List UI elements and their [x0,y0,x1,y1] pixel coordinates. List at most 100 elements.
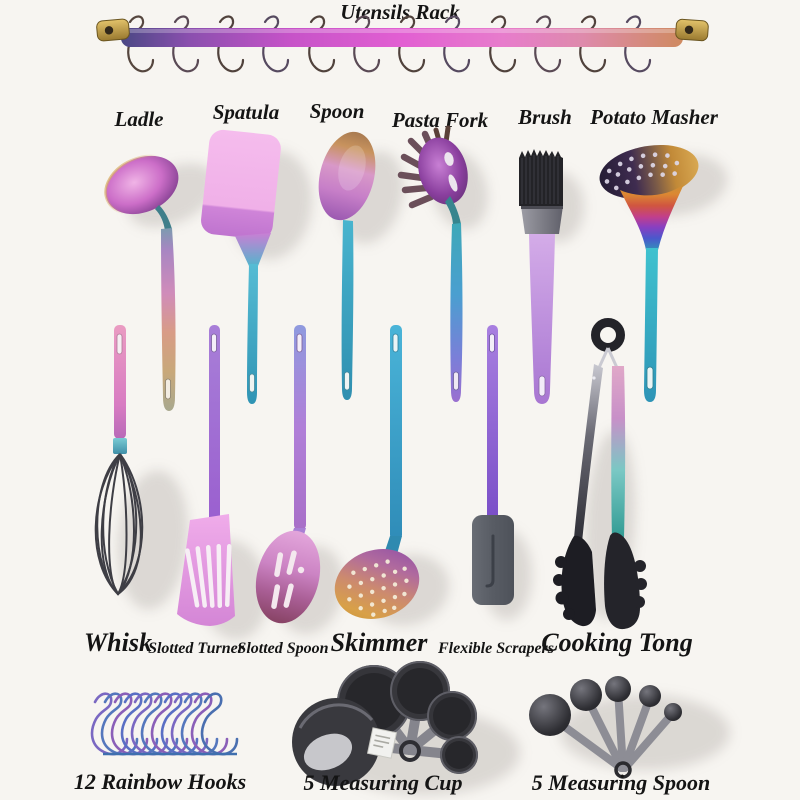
rack-bar-highlight [121,29,683,33]
potato-masher-hang-slot [646,366,654,390]
potato-masher-image [599,144,699,402]
cup-ring [399,740,421,762]
brush-ferrule-band [521,206,563,209]
pasta-fork-hole [444,152,454,166]
rack-bracket-right [675,18,709,42]
label-cooking-tong: Cooking Tong [541,628,693,657]
whisk-hang-slot [116,333,123,355]
slotted-turner-handle [209,325,220,525]
label-measuring-cup: 5 Measuring Cup [303,770,463,795]
label-rainbow-hooks: 12 Rainbow Hooks [73,769,247,794]
measuring-spoon-bowl [570,679,602,711]
spatula-handle [247,264,258,404]
slotted-spoon-image [255,325,321,624]
ladle-neck [155,205,172,231]
skimmer-holes [347,559,409,617]
scraper-handle [487,325,498,520]
measuring-spoon-bowl [529,694,571,736]
potato-masher-funnel [620,184,684,250]
spatula-neck [235,233,271,266]
spoon-ring [614,761,632,779]
cup-1 [292,698,380,786]
pasta-fork-hang-slot [453,371,459,391]
tong-tip-right [604,532,647,630]
cooking-tong-image [553,318,647,630]
spoon-image [318,131,376,400]
tong-hanging-ring [591,318,625,352]
spatula-image [201,129,281,404]
rack-bracket-left [96,18,130,42]
whisk-wires [94,453,144,596]
whisk-image [94,325,144,596]
cup-tag [366,727,398,759]
label-slotted-spoon: Slotted Spoon [237,640,329,657]
measuring-spoon-bowl [605,676,631,702]
spatula-hang-slot [249,373,255,393]
measuring-spoon-bowl [639,685,661,707]
hooks-cluster [90,692,239,756]
label-spatula: Spatula [212,100,280,124]
label-flexible-scrapers: Flexible Scrapers [438,640,554,657]
skimmer-image [334,325,420,619]
skimmer-bowl [334,549,420,619]
pasta-fork-neck [445,196,461,226]
slotted-spoon-handle [294,325,306,530]
ladle-bowl [105,155,179,215]
label-measuring-spoon: 5 Measuring Spoon [531,770,711,795]
label-slotted-turner: Slotted Turner [148,640,244,657]
skimmer-hang-slot [392,333,399,353]
brush-bristle-lines [521,155,559,204]
measuring-spoons-image [529,676,682,779]
slotted-spoon-hang-slot [296,333,303,353]
potato-masher-handle [644,248,658,402]
cup-4 [427,691,477,741]
tong-arm-right [611,366,626,540]
pasta-fork-image [397,125,468,402]
label-spoon: Spoon [309,99,365,123]
slotted-turner-hang-slot [211,333,217,353]
slotted-spoon-slots [271,550,305,609]
rack-title: Utensils Rack [340,0,460,24]
brush-ferrule [521,206,563,234]
spoon-bowl [318,131,376,221]
ladle-image [104,154,180,411]
label-whisk: Whisk [84,628,152,657]
slotted-turner-image [177,325,235,626]
measuring-cups-image [292,661,478,786]
potato-masher-holes [604,152,680,191]
tong-tip-left [553,535,596,627]
rainbow-hooks-image [90,692,239,756]
pasta-fork-hole [448,174,458,192]
spoon-handle [341,220,354,400]
ladle-rim [104,154,180,216]
label-potato-masher: Potato Masher [590,105,718,129]
measuring-spoon-bowl [664,703,682,721]
cup-5 [440,736,478,774]
label-brush: Brush [518,105,572,129]
slotted-spoon-bowl [255,530,321,624]
spoon-hang-slot [344,371,350,391]
ladle-hang-slot [165,378,171,400]
label-pasta-fork: Pasta Fork [391,108,489,132]
skimmer-handle [390,325,402,540]
label-skimmer: Skimmer [330,628,428,657]
scraper-hang-slot [489,333,495,353]
label-ladle: Ladle [114,107,164,131]
whisk-handle [114,325,126,439]
spoon-highlight [338,145,366,191]
brush-image [519,149,563,404]
rack-bar [121,28,683,47]
ladle-handle [161,228,176,411]
brush-hang-slot [538,375,546,397]
pasta-fork-handle [450,223,463,402]
tong-rivet [592,376,596,380]
potato-masher-head [599,144,699,200]
tong-arm-left [574,364,603,542]
brush-handle [529,234,555,404]
flexible-scraper-image [472,325,514,605]
slotted-turner-slots [185,544,232,608]
utensil-rack-image [96,15,709,73]
spatula-head [201,129,281,240]
whisk-collar [113,438,127,454]
